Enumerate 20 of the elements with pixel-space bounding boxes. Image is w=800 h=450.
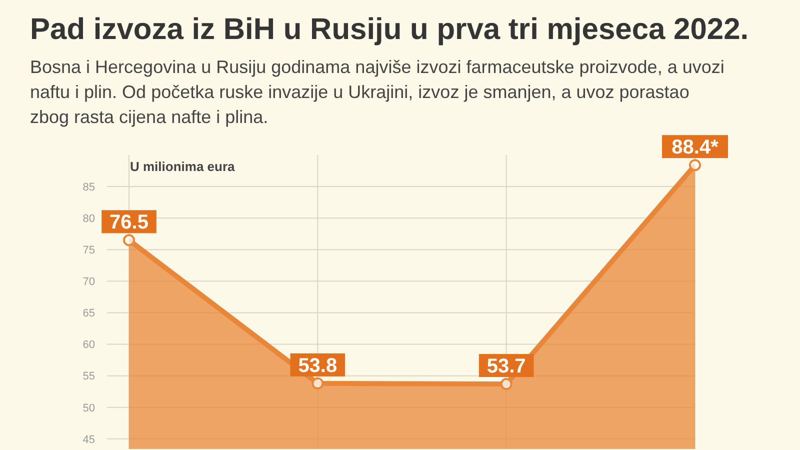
y-tick-label: 45 [82, 434, 95, 446]
data-label: 76.5 [110, 212, 148, 234]
point [689, 159, 701, 172]
y-tick-label: 65 [82, 308, 95, 320]
data-label: 53.8 [298, 354, 338, 377]
point [500, 378, 512, 390]
point [312, 377, 324, 390]
y-axis-title: U milionima eura [130, 158, 235, 176]
point [123, 234, 135, 246]
y-tick-label: 50 [82, 402, 95, 414]
y-tick-label: 85 [82, 181, 95, 194]
y-tick-label: 80 [82, 212, 95, 225]
chart-title: Pad izvoza iz BiH u Rusiju u prva tri mjeseca 2022. [30, 12, 750, 48]
y-tick-label: 75 [82, 244, 95, 257]
y-tick-label: 55 [82, 370, 95, 383]
chart-subtitle: Bosna i Hercegovina u Rusiju godinama najviše izvozi farmaceutske proizvode, a uvozi naftu i plin. Od početka ruske invazije u Ukrajini, izvoz je smanjen, a uvoz porastao zbog rasta cijena nafte i plina. [30, 56, 726, 129]
y-tick-label: 60 [82, 339, 95, 352]
y-tick-label: 70 [82, 276, 95, 288]
data-label: 53.7 [486, 356, 526, 378]
data-label: 88.4* [672, 136, 719, 159]
